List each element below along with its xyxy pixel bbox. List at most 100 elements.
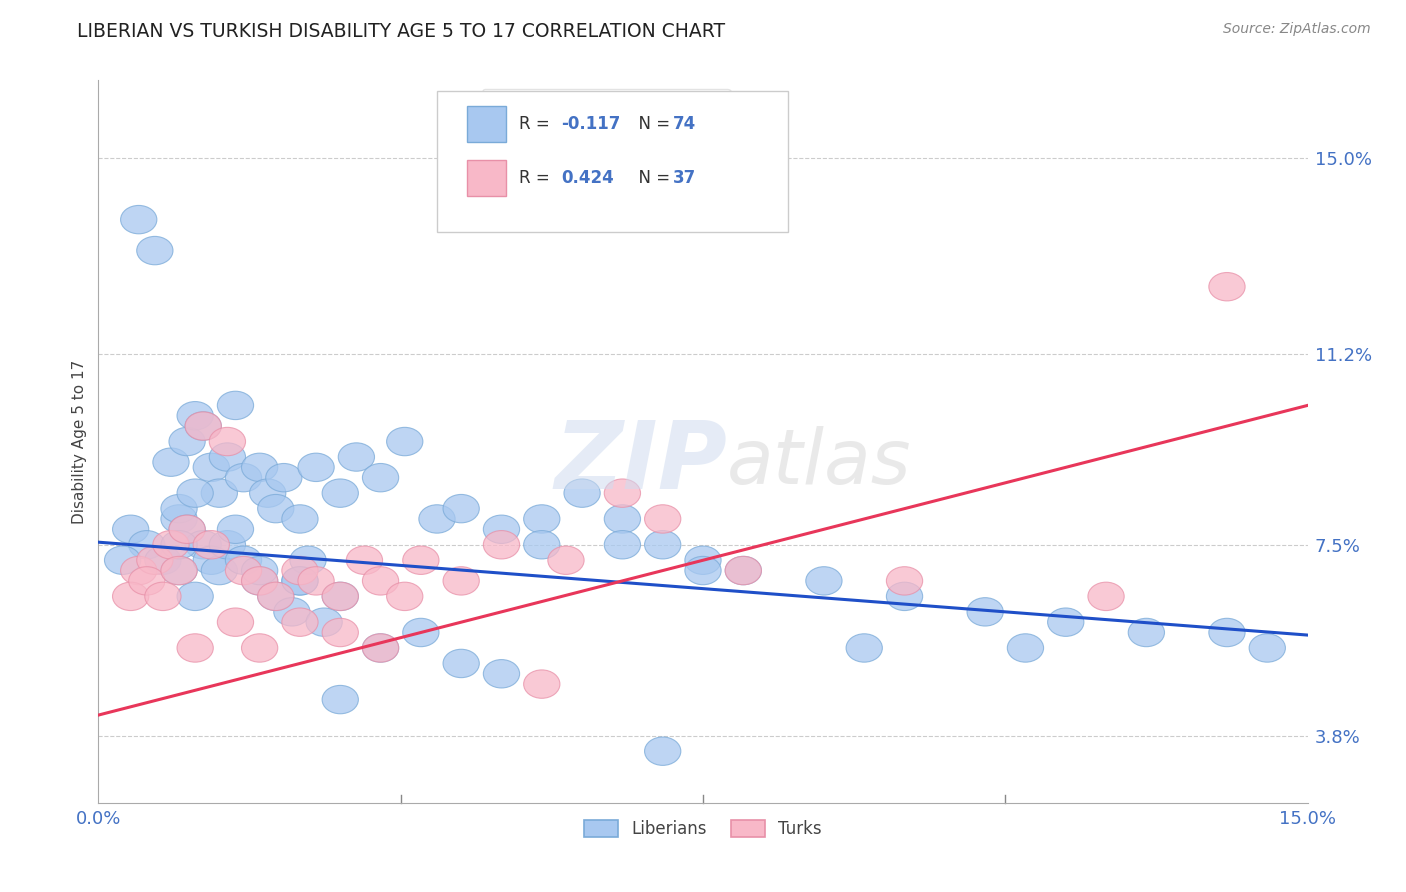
- Ellipse shape: [443, 649, 479, 678]
- Ellipse shape: [725, 557, 762, 585]
- Y-axis label: Disability Age 5 to 17: Disability Age 5 to 17: [72, 359, 87, 524]
- Ellipse shape: [193, 546, 229, 574]
- Ellipse shape: [523, 531, 560, 559]
- Ellipse shape: [112, 515, 149, 543]
- Ellipse shape: [281, 505, 318, 533]
- Ellipse shape: [1128, 618, 1164, 647]
- Ellipse shape: [281, 608, 318, 636]
- Text: 74: 74: [672, 115, 696, 133]
- Ellipse shape: [387, 427, 423, 456]
- Ellipse shape: [177, 401, 214, 430]
- Ellipse shape: [402, 546, 439, 574]
- Text: Source: ZipAtlas.com: Source: ZipAtlas.com: [1223, 22, 1371, 37]
- Ellipse shape: [145, 546, 181, 574]
- Ellipse shape: [242, 557, 278, 585]
- Ellipse shape: [193, 453, 229, 482]
- Ellipse shape: [346, 546, 382, 574]
- Ellipse shape: [1047, 608, 1084, 636]
- Ellipse shape: [201, 557, 238, 585]
- Ellipse shape: [281, 557, 318, 585]
- Ellipse shape: [121, 205, 157, 234]
- Ellipse shape: [339, 442, 374, 471]
- Ellipse shape: [886, 582, 922, 610]
- Ellipse shape: [307, 608, 342, 636]
- Ellipse shape: [218, 392, 253, 419]
- Ellipse shape: [484, 659, 520, 688]
- Ellipse shape: [484, 531, 520, 559]
- Ellipse shape: [186, 412, 221, 441]
- Ellipse shape: [443, 494, 479, 523]
- Text: N =: N =: [628, 169, 675, 186]
- Ellipse shape: [290, 546, 326, 574]
- Ellipse shape: [322, 618, 359, 647]
- Ellipse shape: [129, 531, 165, 559]
- Ellipse shape: [193, 531, 229, 559]
- Ellipse shape: [363, 566, 399, 595]
- Ellipse shape: [605, 505, 641, 533]
- Ellipse shape: [177, 582, 214, 610]
- Ellipse shape: [1209, 273, 1246, 301]
- Ellipse shape: [685, 557, 721, 585]
- Ellipse shape: [218, 608, 253, 636]
- Ellipse shape: [274, 598, 311, 626]
- Ellipse shape: [419, 505, 456, 533]
- Ellipse shape: [112, 582, 149, 610]
- Text: ZIP: ZIP: [554, 417, 727, 509]
- FancyBboxPatch shape: [467, 160, 506, 196]
- Ellipse shape: [177, 479, 214, 508]
- Ellipse shape: [136, 546, 173, 574]
- Ellipse shape: [186, 531, 221, 559]
- Ellipse shape: [322, 582, 359, 610]
- Ellipse shape: [250, 479, 285, 508]
- Ellipse shape: [177, 634, 214, 662]
- Ellipse shape: [218, 515, 253, 543]
- Ellipse shape: [136, 236, 173, 265]
- Ellipse shape: [225, 464, 262, 491]
- Ellipse shape: [160, 557, 197, 585]
- Ellipse shape: [209, 427, 246, 456]
- Ellipse shape: [1249, 634, 1285, 662]
- Ellipse shape: [548, 546, 583, 574]
- Text: atlas: atlas: [727, 426, 911, 500]
- Ellipse shape: [201, 479, 238, 508]
- Text: R =: R =: [519, 115, 555, 133]
- Ellipse shape: [129, 566, 165, 595]
- Ellipse shape: [209, 442, 246, 471]
- Ellipse shape: [886, 566, 922, 595]
- Ellipse shape: [1209, 618, 1246, 647]
- Ellipse shape: [160, 494, 197, 523]
- Ellipse shape: [484, 515, 520, 543]
- Ellipse shape: [160, 505, 197, 533]
- Ellipse shape: [685, 546, 721, 574]
- Ellipse shape: [806, 566, 842, 595]
- Ellipse shape: [402, 618, 439, 647]
- Ellipse shape: [153, 531, 190, 559]
- Ellipse shape: [298, 453, 335, 482]
- Ellipse shape: [225, 546, 262, 574]
- Ellipse shape: [605, 479, 641, 508]
- Ellipse shape: [145, 582, 181, 610]
- Ellipse shape: [564, 479, 600, 508]
- Ellipse shape: [1007, 634, 1043, 662]
- Ellipse shape: [322, 685, 359, 714]
- Ellipse shape: [1088, 582, 1125, 610]
- Ellipse shape: [242, 566, 278, 595]
- Ellipse shape: [209, 531, 246, 559]
- Text: 0.424: 0.424: [561, 169, 614, 186]
- Ellipse shape: [160, 557, 197, 585]
- Ellipse shape: [153, 448, 190, 476]
- Ellipse shape: [322, 582, 359, 610]
- FancyBboxPatch shape: [437, 91, 787, 232]
- Ellipse shape: [242, 453, 278, 482]
- Ellipse shape: [725, 557, 762, 585]
- Ellipse shape: [169, 515, 205, 543]
- Ellipse shape: [257, 494, 294, 523]
- Ellipse shape: [298, 566, 335, 595]
- Ellipse shape: [121, 557, 157, 585]
- Ellipse shape: [523, 505, 560, 533]
- Ellipse shape: [363, 634, 399, 662]
- Ellipse shape: [644, 737, 681, 765]
- FancyBboxPatch shape: [467, 105, 506, 142]
- Ellipse shape: [605, 531, 641, 559]
- Text: LIBERIAN VS TURKISH DISABILITY AGE 5 TO 17 CORRELATION CHART: LIBERIAN VS TURKISH DISABILITY AGE 5 TO …: [77, 22, 725, 41]
